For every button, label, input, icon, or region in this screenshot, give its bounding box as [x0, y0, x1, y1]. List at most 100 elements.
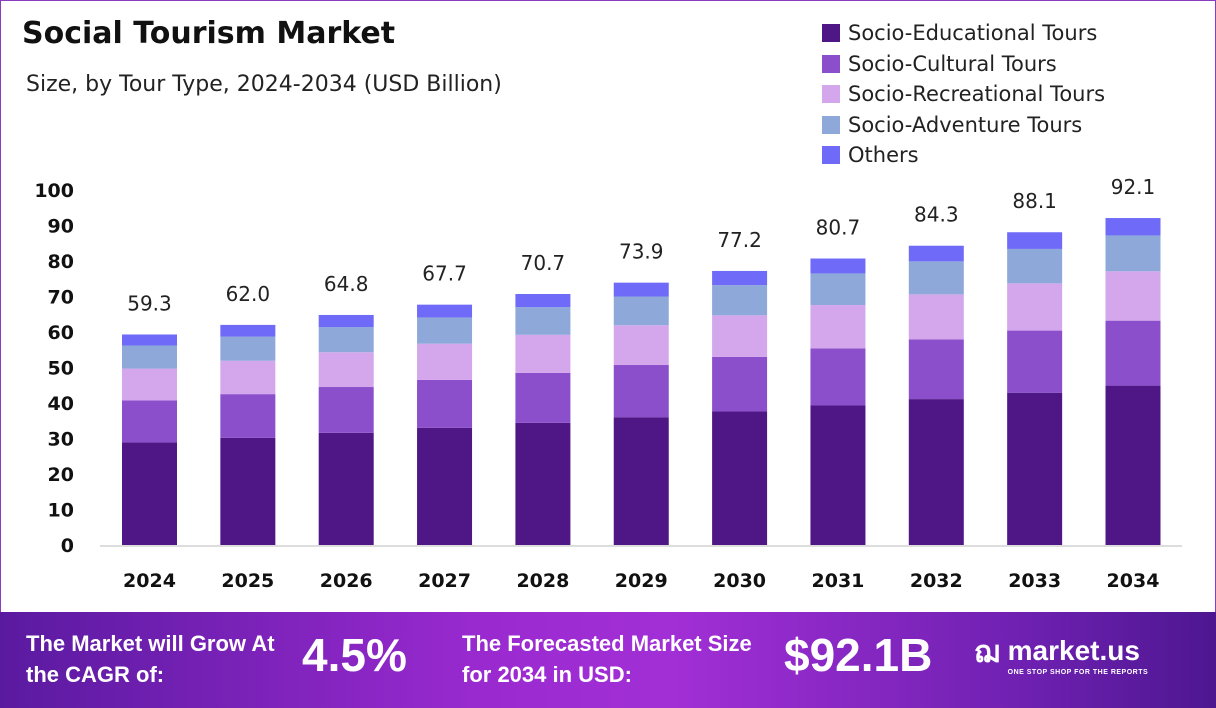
bar-segment [417, 379, 473, 428]
x-tick-label: 2032 [910, 570, 963, 592]
legend-swatch [822, 24, 840, 43]
bar-segment [1105, 385, 1161, 545]
bar-segment [1007, 248, 1063, 284]
bar-segment [122, 345, 177, 369]
bar-segment [1007, 392, 1063, 545]
bar-segment [417, 317, 473, 344]
y-tick-label: 30 [48, 429, 74, 451]
bar-segment [1007, 283, 1063, 331]
y-tick-label: 0 [61, 535, 74, 557]
x-tick-label: 2031 [812, 570, 865, 592]
bar-segment [122, 334, 177, 346]
bar-segment [908, 339, 964, 400]
legend-label: Others [848, 143, 919, 168]
bar-total-label: 70.7 [521, 251, 566, 275]
y-tick-label: 10 [48, 500, 74, 522]
legend-item: Others [822, 140, 1105, 171]
y-tick-label: 100 [34, 180, 74, 202]
legend-swatch [822, 115, 840, 134]
bar-segment [613, 365, 669, 418]
x-tick-label: 2026 [320, 570, 373, 592]
y-tick-label: 60 [48, 322, 74, 344]
bar-segment [712, 356, 768, 412]
bar-segment [318, 314, 374, 328]
legend-label: Socio-Educational Tours [848, 21, 1098, 46]
summary-banner: The Market will Grow At the CAGR of: 4.5… [0, 612, 1216, 708]
cagr-value: 4.5% [302, 629, 407, 681]
bar-segment [712, 285, 768, 316]
x-tick-label: 2024 [123, 570, 176, 592]
bar-total-label: 67.7 [422, 262, 467, 286]
bar-segment [1105, 320, 1161, 386]
brand-logo[interactable]: ฌ market.us ONE STOP SHOP FOR THE REPORT… [974, 636, 1148, 677]
chart-title: Social Tourism Market [22, 16, 396, 51]
bar-segment [122, 442, 177, 545]
bar-segment [318, 387, 374, 433]
bar-segment [712, 315, 768, 357]
bar-segment [810, 273, 866, 306]
legend-label: Socio-Cultural Tours [848, 51, 1057, 76]
bar-total-label: 73.9 [619, 240, 664, 264]
chart: 010203040506070809010059.3202462.0202564… [34, 175, 1182, 592]
y-tick-label: 50 [48, 358, 74, 380]
legend-label: Socio-Recreational Tours [848, 82, 1106, 107]
bar-segment [613, 417, 669, 545]
bar-segment [1007, 330, 1063, 393]
bar-segment [417, 304, 473, 318]
forecast-value: $92.1B [784, 629, 933, 681]
legend-item: Socio-Recreational Tours [822, 79, 1105, 110]
x-tick-label: 2030 [713, 570, 766, 592]
x-tick-label: 2027 [418, 570, 471, 592]
bar-segment [1105, 235, 1161, 272]
bar-segment [908, 399, 964, 545]
bar-segment [712, 270, 768, 286]
bar-segment [810, 305, 866, 349]
x-tick-label: 2028 [516, 570, 569, 592]
bar-segment [1105, 218, 1161, 236]
legend: Socio-Educational Tours Socio-Cultural To… [822, 18, 1105, 171]
bar-segment [220, 360, 276, 395]
bar-segment [220, 394, 276, 438]
bar-segment [318, 352, 374, 388]
bar-total-label: 88.1 [1012, 189, 1057, 213]
bar-total-label: 84.3 [914, 203, 959, 227]
y-tick-label: 90 [48, 216, 74, 238]
bar-segment [417, 427, 473, 545]
bar-total-label: 62.0 [226, 282, 271, 306]
y-tick-label: 80 [48, 251, 74, 273]
market-us-logo-icon: ฌ [974, 636, 1000, 669]
x-tick-label: 2025 [221, 570, 274, 592]
chart-subtitle: Size, by Tour Type, 2024-2034 (USD Billi… [26, 72, 502, 97]
bar-segment [417, 343, 473, 380]
bar-total-label: 77.2 [717, 228, 762, 252]
bar-segment [908, 245, 964, 262]
bar-segment [220, 437, 276, 545]
bar-segment [810, 258, 866, 274]
bar-segment [220, 336, 276, 361]
brand-text: market.us ONE STOP SHOP FOR THE REPORTS [1008, 636, 1149, 677]
bar-segment [515, 334, 571, 373]
bar-segment [1105, 271, 1161, 321]
legend-swatch [822, 54, 840, 73]
brand-tagline: ONE STOP SHOP FOR THE REPORTS [1007, 669, 1149, 676]
bar-segment [810, 405, 866, 545]
bar-segment [318, 432, 374, 545]
bar-segment [318, 327, 374, 353]
legend-item: Socio-Educational Tours [822, 18, 1105, 49]
y-tick-label: 40 [48, 393, 74, 415]
cagr-label: The Market will Grow At the CAGR of: [26, 631, 275, 687]
bar-segment [908, 261, 964, 295]
legend-swatch [822, 85, 840, 104]
legend-item: Socio-Adventure Tours [822, 110, 1105, 141]
bar-total-label: 64.8 [324, 272, 369, 296]
bar-segment [712, 411, 768, 545]
bar-total-label: 80.7 [816, 216, 861, 240]
bar-segment [1007, 232, 1063, 249]
x-tick-label: 2034 [1107, 570, 1160, 592]
y-tick-label: 20 [48, 464, 74, 486]
bar-segment [810, 348, 866, 406]
x-tick-label: 2029 [615, 570, 668, 592]
bar-segment [220, 324, 276, 337]
legend-label: Socio-Adventure Tours [848, 112, 1083, 137]
y-tick-label: 70 [48, 287, 74, 309]
